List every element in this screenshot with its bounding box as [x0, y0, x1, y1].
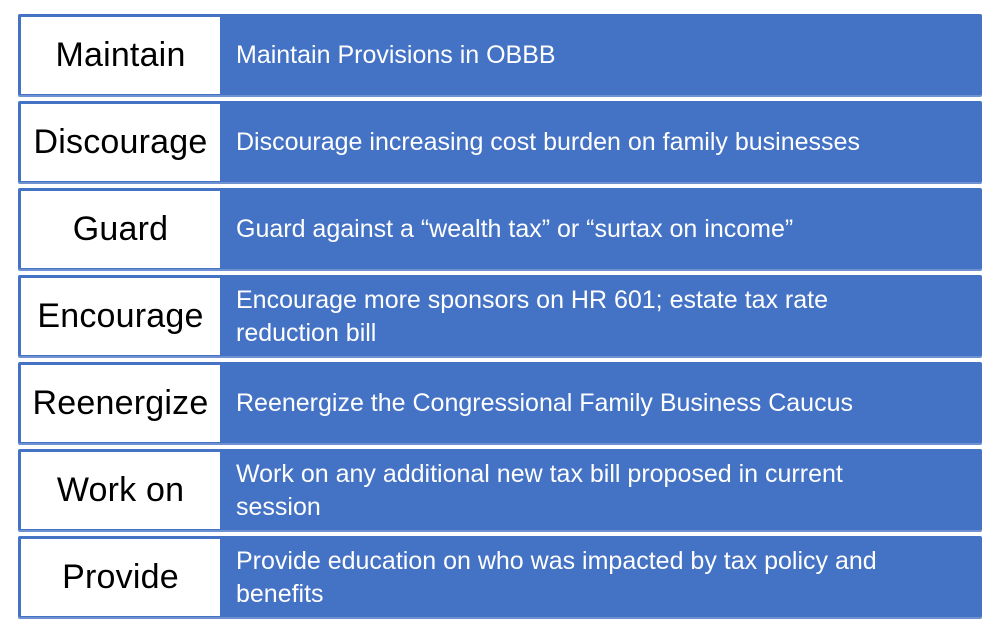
row-label: Guard [72, 210, 169, 248]
priority-row: Maintain Maintain Provisions in OBBB [18, 14, 982, 97]
row-label-box: Encourage [21, 278, 220, 355]
row-description: Encourage more sponsors on HR 601; estat… [236, 286, 828, 347]
row-label: Maintain [55, 36, 186, 74]
priority-row: Discourage Discourage increasing cost bu… [18, 101, 982, 184]
priority-list: Maintain Maintain Provisions in OBBB Dis… [18, 14, 982, 619]
row-label-box: Work on [21, 452, 220, 529]
row-description: Maintain Provisions in OBBB [236, 41, 556, 70]
row-label: Discourage [33, 123, 208, 161]
row-description: Provide education on who was impacted by… [236, 547, 877, 608]
row-label-box: Guard [21, 191, 220, 268]
priority-row: Work on Work on any additional new tax b… [18, 449, 982, 532]
row-label-box: Maintain [21, 17, 220, 94]
row-description: Work on any additional new tax bill prop… [236, 460, 843, 521]
row-label: Provide [62, 558, 179, 596]
priority-row: Guard Guard against a “wealth tax” or “s… [18, 188, 982, 271]
priority-row: Encourage Encourage more sponsors on HR … [18, 275, 982, 358]
priority-row: Reenergize Reenergize the Congressional … [18, 362, 982, 445]
row-label-box: Reenergize [21, 365, 220, 442]
row-label-box: Provide [21, 539, 220, 616]
row-label: Encourage [37, 297, 204, 335]
row-description: Guard against a “wealth tax” or “surtax … [236, 215, 794, 244]
row-label: Work on [56, 471, 185, 509]
row-label: Reenergize [32, 384, 209, 422]
row-description: Discourage increasing cost burden on fam… [236, 128, 860, 157]
priority-row: Provide Provide education on who was imp… [18, 536, 982, 619]
row-label-box: Discourage [21, 104, 220, 181]
row-description: Reenergize the Congressional Family Busi… [236, 389, 853, 418]
